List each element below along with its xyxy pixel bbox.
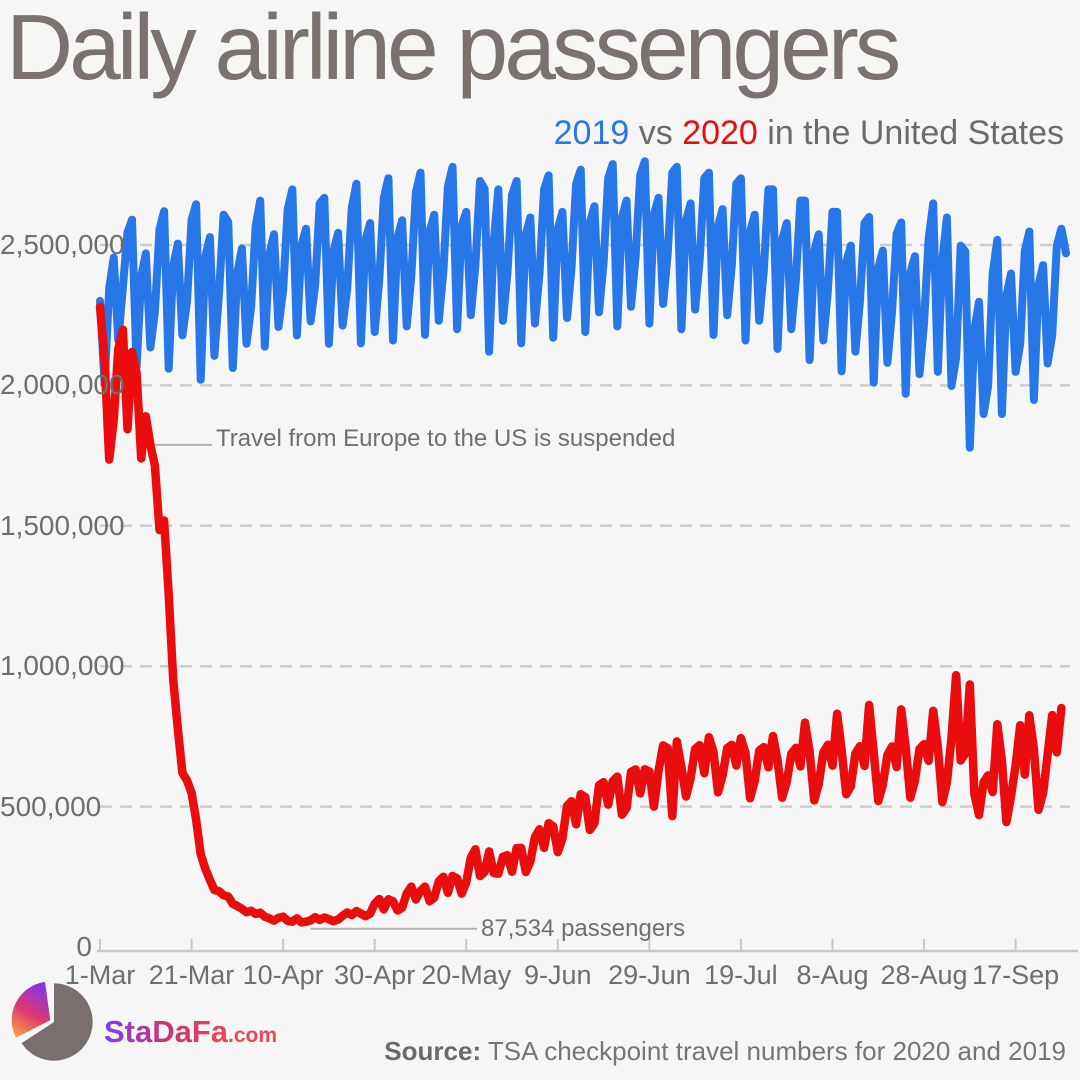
page-title: Daily airline passengers	[6, 0, 901, 99]
series-line-2019	[96, 157, 1070, 452]
x-axis-label-19-Jul: 19-Jul	[704, 960, 778, 990]
x-axis-label-10-Apr: 10-Apr	[242, 960, 324, 990]
x-axis-label-1-Mar: 1-Mar	[64, 960, 136, 990]
subtitle-vs-text: vs	[629, 114, 683, 152]
y-axis-label-1000k: 1,000,000	[0, 650, 125, 682]
stadafa-logo-text: StaDaFa.com	[104, 1014, 277, 1050]
x-axis-label-9-Jun: 9-Jun	[524, 960, 592, 990]
source-label: Source:	[384, 1036, 482, 1066]
y-axis-label-2000k: 2,000,000	[0, 369, 125, 401]
y-axis-label-1500k: 1,500,000	[0, 509, 125, 541]
logo-brand-name: StaDaFa	[104, 1014, 229, 1049]
stadafa-pie-logo-icon	[11, 981, 93, 1061]
subtitle: 2019 vs 2020 in the United States	[554, 114, 1064, 153]
subtitle-region-text: in the United States	[757, 114, 1064, 152]
x-axis-label-20-May: 20-May	[421, 960, 512, 990]
subtitle-year-2019: 2019	[553, 114, 630, 152]
pie-gradient-slice	[11, 981, 51, 1038]
annotation-text-0: Travel from Europe to the US is suspende…	[216, 425, 676, 452]
x-axis-label-8-Aug: 8-Aug	[796, 960, 869, 990]
annotation-text-1: 87,534 passengers	[481, 915, 686, 942]
subtitle-year-2020: 2020	[682, 114, 758, 152]
y-axis-label-2500k: 2,500,000	[0, 229, 125, 260]
x-axis-label-17-Sep: 17-Sep	[972, 960, 1060, 990]
x-axis-label-29-Jun: 29-Jun	[608, 960, 691, 990]
y-axis-label-0k: 0	[76, 931, 92, 962]
pie-gray-slice	[21, 983, 93, 1061]
x-axis-label-21-Mar: 21-Mar	[148, 960, 235, 990]
x-axis-label-28-Aug: 28-Aug	[880, 960, 968, 990]
logo-domain-suffix: .com	[228, 1024, 278, 1047]
y-axis-label-500k: 500,000	[0, 790, 102, 822]
x-axis-label-30-Apr: 30-Apr	[334, 960, 416, 990]
source-text: TSA checkpoint travel numbers for 2020 a…	[481, 1036, 1066, 1066]
series-line-2020	[95, 302, 1066, 927]
source-line: Source: TSA checkpoint travel numbers fo…	[384, 1036, 1066, 1067]
